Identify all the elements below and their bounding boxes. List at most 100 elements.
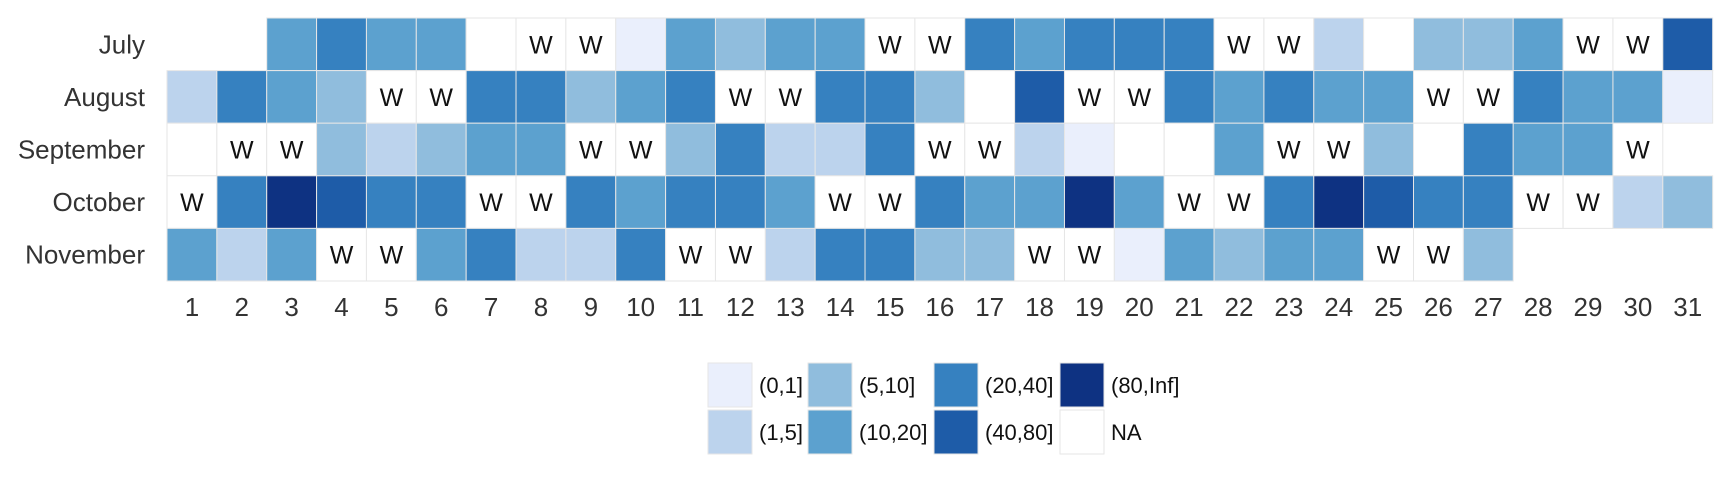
day-label: 16 bbox=[925, 292, 954, 322]
legend-swatch bbox=[707, 409, 753, 455]
day-axis: 1 2 3 4 5 6 7 8 9 10 11 12 13 14 15 16 17 18 19 20 21 22 23 24 2… bbox=[185, 292, 1702, 322]
heatmap-cell bbox=[1263, 17, 1315, 72]
heatmap-cell bbox=[216, 175, 268, 229]
heatmap-cell bbox=[964, 175, 1016, 229]
heatmap-cell bbox=[316, 227, 367, 282]
day-label: 25 bbox=[1374, 292, 1403, 322]
heatmap-cell bbox=[1063, 227, 1115, 282]
legend-label: NA bbox=[1111, 420, 1142, 445]
day-label: 22 bbox=[1225, 292, 1254, 322]
heatmap-cell bbox=[964, 122, 1016, 177]
legend-swatch bbox=[707, 362, 753, 408]
heatmap-cell bbox=[665, 70, 716, 124]
heatmap-cell bbox=[1512, 17, 1564, 72]
heatmap-cell bbox=[1163, 122, 1215, 177]
heatmap-cell bbox=[565, 70, 617, 124]
weekend-marker: W bbox=[1626, 31, 1650, 59]
heatmap-cell bbox=[615, 175, 667, 229]
day-label: 8 bbox=[534, 292, 548, 322]
heatmap-cell bbox=[515, 122, 567, 177]
legend-swatch bbox=[933, 362, 979, 408]
heatmap-cell bbox=[1263, 175, 1315, 229]
heatmap-cell bbox=[1413, 122, 1464, 177]
heatmap-cell bbox=[1313, 70, 1365, 124]
weekend-marker: W bbox=[180, 189, 204, 217]
day-label: 23 bbox=[1274, 292, 1303, 322]
weekend-marker: W bbox=[1227, 189, 1251, 217]
heatmap-cell bbox=[415, 122, 467, 177]
month-label-july: July bbox=[99, 29, 145, 59]
weekend-marker: W bbox=[1127, 84, 1151, 112]
heatmap-cell bbox=[1014, 227, 1065, 282]
heatmap-cell bbox=[1313, 227, 1365, 282]
heatmap-cell bbox=[764, 122, 816, 177]
heatmap-cell bbox=[465, 227, 517, 282]
heatmap-cell bbox=[665, 122, 716, 177]
legend-label: (1,5] bbox=[759, 420, 803, 445]
heatmap-cell bbox=[1063, 122, 1115, 177]
weekend-marker: W bbox=[778, 84, 802, 112]
heatmap-cell bbox=[665, 227, 716, 282]
heatmap-cell bbox=[764, 17, 816, 72]
day-label: 30 bbox=[1623, 292, 1652, 322]
heatmap-cell bbox=[1163, 70, 1215, 124]
day-label: 12 bbox=[726, 292, 755, 322]
day-label: 5 bbox=[384, 292, 398, 322]
heatmap-cell bbox=[914, 175, 966, 229]
heatmap-cell bbox=[864, 70, 916, 124]
day-label: 4 bbox=[334, 292, 348, 322]
heatmap-cell bbox=[415, 70, 467, 124]
weekend-marker: W bbox=[1427, 242, 1451, 270]
heatmap-grid: W W W W W W W WW W W W W W W WW W W W W W W W WW W W W W W W W WW W W W W W… bbox=[166, 17, 1714, 282]
weekend-marker: W bbox=[1177, 189, 1201, 217]
heatmap-cell bbox=[266, 227, 318, 282]
heatmap-cell bbox=[1263, 70, 1315, 124]
heatmap-cell bbox=[1263, 122, 1315, 177]
legend: (0,1] (1,5] (5,10] (10,20] (20,40] (40,80] (80… bbox=[707, 362, 1179, 455]
heatmap-cell bbox=[565, 17, 617, 72]
heatmap-cell bbox=[565, 227, 617, 282]
weekend-marker: W bbox=[629, 137, 653, 165]
heatmap-cell bbox=[216, 122, 268, 177]
heatmap-cell bbox=[814, 122, 866, 177]
weekend-marker: W bbox=[1227, 31, 1251, 59]
heatmap-cell bbox=[615, 70, 667, 124]
day-label: 1 bbox=[185, 292, 199, 322]
heatmap-cell bbox=[1562, 70, 1614, 124]
heatmap-cell bbox=[1163, 17, 1215, 72]
weekend-marker: W bbox=[1377, 242, 1401, 270]
heatmap-cell bbox=[1313, 17, 1365, 72]
heatmap-cell bbox=[1014, 17, 1065, 72]
weekend-marker: W bbox=[529, 31, 553, 59]
weekend-marker: W bbox=[1327, 137, 1351, 165]
weekend-marker: W bbox=[1078, 84, 1102, 112]
weekend-marker: W bbox=[380, 242, 404, 270]
weekend-marker: W bbox=[1078, 242, 1102, 270]
heatmap-cell bbox=[864, 122, 916, 177]
heatmap-cell bbox=[615, 122, 667, 177]
weekend-marker: W bbox=[429, 84, 453, 112]
heatmap-cell bbox=[1113, 70, 1165, 124]
heatmap-cell bbox=[166, 122, 218, 177]
weekend-marker: W bbox=[1277, 137, 1301, 165]
heatmap-cell bbox=[1662, 175, 1714, 229]
weekend-marker: W bbox=[878, 189, 902, 217]
heatmap-cell bbox=[515, 175, 567, 229]
weekend-marker: W bbox=[380, 84, 404, 112]
legend-label: (80,Inf] bbox=[1111, 373, 1179, 398]
heatmap-cell bbox=[714, 227, 766, 282]
heatmap-cell bbox=[415, 17, 467, 72]
day-label: 28 bbox=[1524, 292, 1553, 322]
month-label-september: September bbox=[18, 135, 146, 165]
heatmap-cell bbox=[964, 17, 1016, 72]
weekend-marker: W bbox=[978, 137, 1002, 165]
heatmap-cell bbox=[1213, 70, 1265, 124]
heatmap-cell bbox=[365, 227, 417, 282]
heatmap-cell bbox=[515, 227, 567, 282]
weekend-marker: W bbox=[579, 137, 603, 165]
heatmap-cell bbox=[365, 122, 417, 177]
heatmap-cell bbox=[1363, 227, 1415, 282]
weekend-marker: W bbox=[280, 137, 304, 165]
heatmap-cell bbox=[1263, 227, 1315, 282]
